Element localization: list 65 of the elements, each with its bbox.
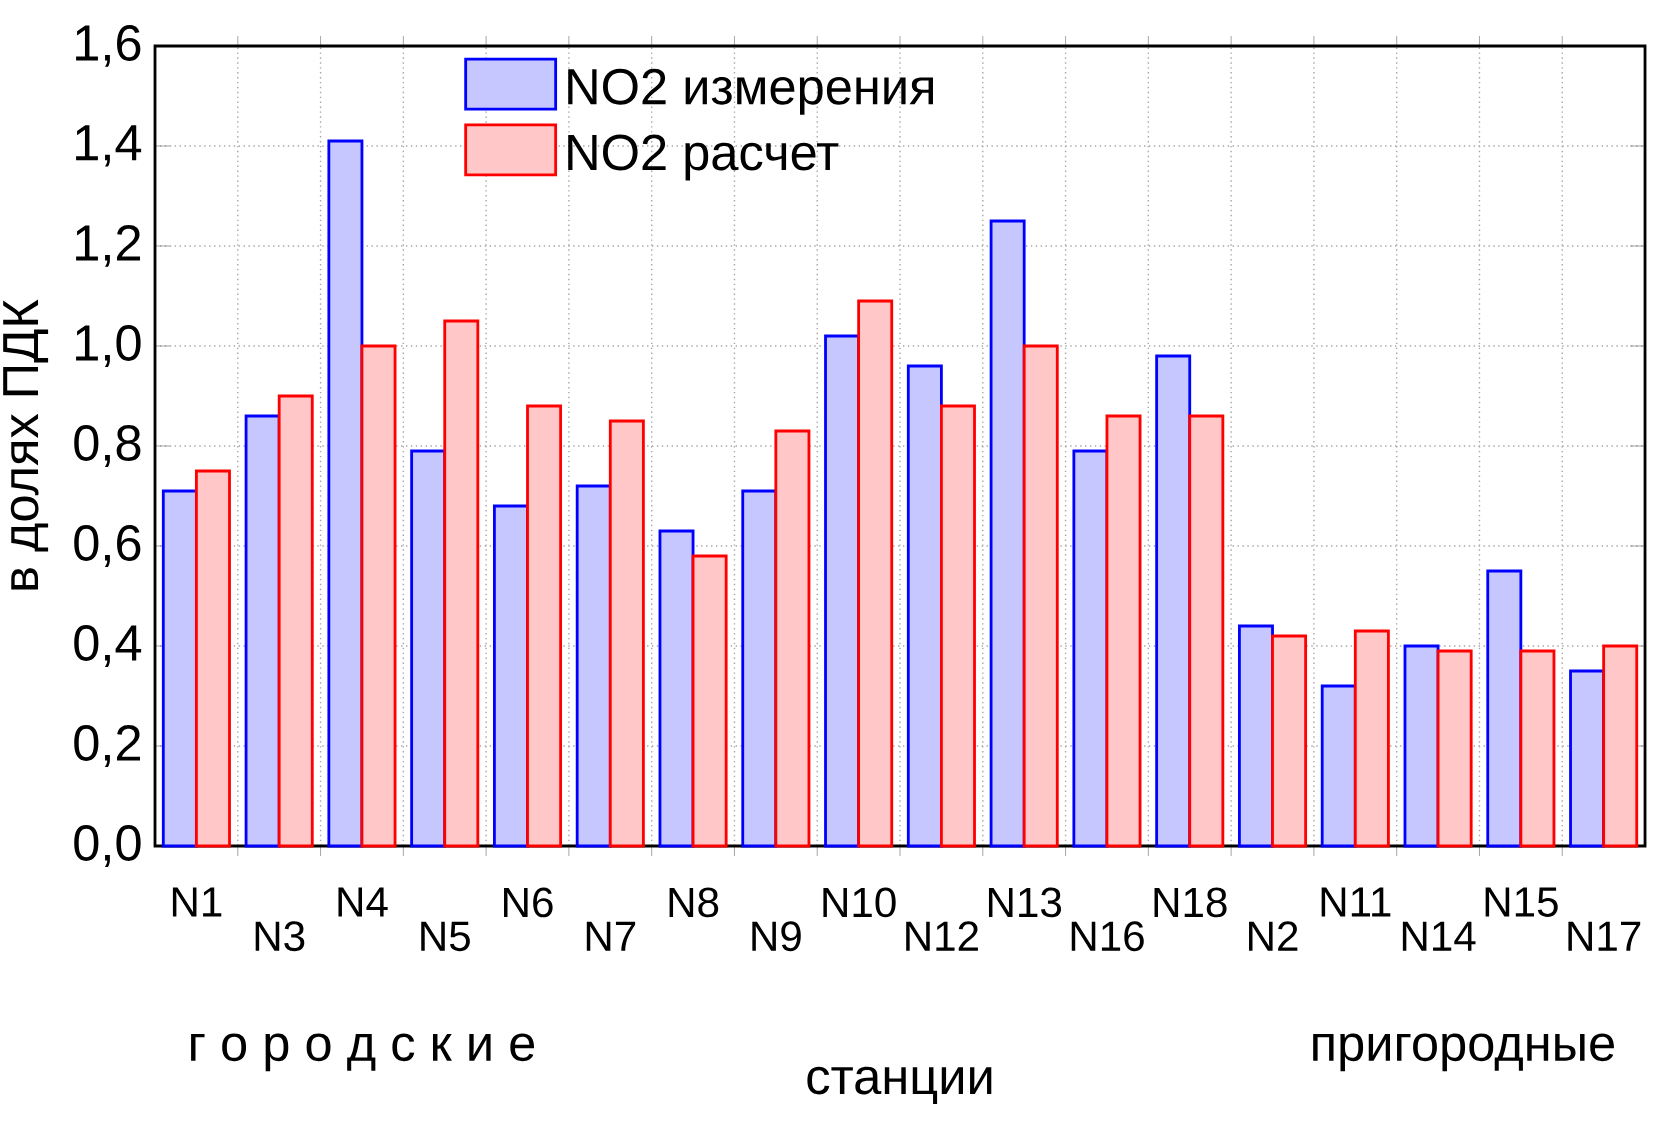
y-tick-label: 0,6 — [74, 525, 141, 567]
y-tick-label: 1,4 — [76, 125, 142, 167]
y-tick-label: 1,0 — [76, 325, 141, 367]
legend-label: NO2 расчет — [568, 134, 839, 181]
text: пригородные — [1313, 1033, 1614, 1072]
x-tick-label: N16 — [1071, 921, 1144, 952]
bar — [1320, 684, 1357, 848]
bar — [857, 299, 894, 848]
bar — [1271, 634, 1308, 848]
y-tick-label: 0,8 — [74, 425, 141, 467]
bar — [989, 219, 1026, 848]
x-tick-label: N15 — [1485, 887, 1558, 917]
bar — [608, 419, 645, 848]
bar — [1403, 644, 1440, 848]
bar — [194, 469, 231, 848]
bar — [939, 404, 976, 848]
x-tick-label: N14 — [1402, 921, 1476, 951]
bar — [1436, 649, 1473, 848]
bar — [774, 429, 811, 848]
bar — [526, 404, 563, 848]
bar — [691, 554, 728, 848]
x-tick-label: N3 — [255, 921, 305, 952]
x-tick-label: N9 — [752, 921, 801, 952]
y-tick-label: 1,6 — [76, 25, 141, 67]
bar — [1353, 629, 1390, 848]
bar — [1072, 449, 1109, 848]
bar — [161, 489, 198, 848]
y-axis-title: в долях ПДК — [3, 299, 49, 590]
x-tick-label: N18 — [1154, 887, 1227, 918]
x-tick-label: N6 — [504, 887, 553, 918]
x-tick-label: N5 — [421, 921, 470, 952]
y-tick-label: 1,2 — [76, 225, 141, 267]
bar — [493, 504, 529, 848]
bar — [1188, 414, 1225, 848]
x-tick-label: N4 — [338, 887, 388, 917]
x-tick-label: N2 — [1249, 921, 1298, 951]
x-axis-title: станции — [807, 1066, 992, 1104]
text: г о р о д с к и е — [191, 1033, 535, 1072]
bar — [1602, 644, 1639, 848]
bar — [360, 344, 397, 848]
bar — [658, 529, 695, 848]
bar — [277, 394, 314, 848]
x-tick-label: N7 — [586, 921, 636, 951]
bar — [1519, 649, 1556, 848]
x-tick-label: N12 — [906, 921, 978, 951]
bar — [575, 484, 612, 848]
bar — [1105, 414, 1142, 848]
bar — [1022, 344, 1059, 848]
bar — [327, 139, 364, 848]
x-tick-label: N10 — [823, 887, 896, 918]
bar — [906, 364, 943, 848]
x-tick-label: N1 — [172, 887, 222, 917]
bar — [244, 414, 281, 848]
legend-label: NO2 измерения — [568, 68, 933, 115]
x-tick-label: N11 — [1321, 887, 1391, 917]
x-tick-label: N13 — [988, 887, 1062, 918]
y-tick-label: 0,4 — [74, 625, 142, 667]
x-tick-label: N8 — [669, 887, 719, 918]
x-tick-label: N17 — [1568, 921, 1641, 951]
bar — [1238, 624, 1274, 848]
bar — [443, 319, 480, 848]
bar — [1486, 569, 1523, 848]
y-tick-label: 0,0 — [74, 825, 141, 867]
bar — [1155, 354, 1192, 848]
y-tick-label: 0,2 — [74, 725, 141, 767]
